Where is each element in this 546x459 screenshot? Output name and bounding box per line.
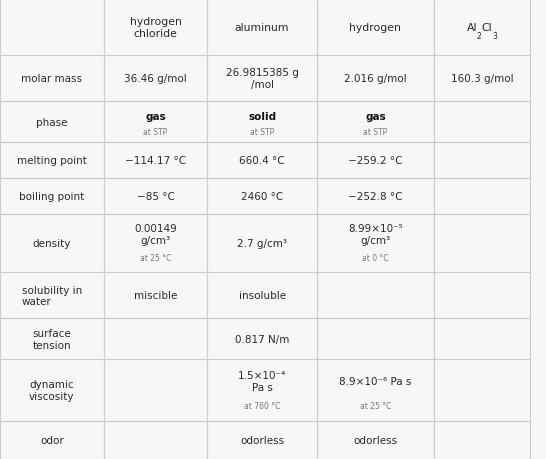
- Bar: [207, 102, 317, 143]
- Text: surface
tension: surface tension: [33, 328, 71, 350]
- Bar: [317, 359, 434, 421]
- Bar: [104, 421, 207, 459]
- Bar: [207, 0, 317, 56]
- Bar: [434, 56, 530, 102]
- Text: hydrogen
chloride: hydrogen chloride: [129, 17, 182, 39]
- Bar: [434, 102, 530, 143]
- Text: odorless: odorless: [353, 435, 397, 445]
- Bar: [104, 359, 207, 421]
- Bar: [0, 319, 104, 359]
- Text: insoluble: insoluble: [239, 291, 286, 301]
- Bar: [104, 0, 207, 56]
- Bar: [0, 273, 104, 319]
- Bar: [207, 319, 317, 359]
- Text: aluminum: aluminum: [235, 23, 289, 33]
- Bar: [317, 273, 434, 319]
- Text: at STP: at STP: [144, 128, 168, 137]
- Text: at 0 °C: at 0 °C: [362, 254, 389, 263]
- Bar: [104, 56, 207, 102]
- Text: 26.9815385 g
/mol: 26.9815385 g /mol: [225, 68, 299, 90]
- Bar: [104, 179, 207, 214]
- Text: Al: Al: [466, 23, 477, 33]
- Bar: [434, 319, 530, 359]
- Text: 8.9×10⁻⁶ Pa s: 8.9×10⁻⁶ Pa s: [339, 376, 412, 386]
- Bar: [317, 143, 434, 179]
- Bar: [317, 56, 434, 102]
- Bar: [317, 0, 434, 56]
- Bar: [207, 143, 317, 179]
- Text: gas: gas: [145, 111, 166, 121]
- Text: boiling point: boiling point: [19, 191, 85, 202]
- Bar: [434, 359, 530, 421]
- Text: dynamic
viscosity: dynamic viscosity: [29, 380, 75, 401]
- Text: −252.8 °C: −252.8 °C: [348, 191, 402, 202]
- Bar: [0, 214, 104, 273]
- Bar: [207, 214, 317, 273]
- Text: −85 °C: −85 °C: [136, 191, 175, 202]
- Bar: [434, 143, 530, 179]
- Bar: [104, 143, 207, 179]
- Text: 2.016 g/mol: 2.016 g/mol: [344, 74, 407, 84]
- Text: at STP: at STP: [250, 128, 274, 137]
- Bar: [434, 0, 530, 56]
- Bar: [434, 179, 530, 214]
- Text: miscible: miscible: [134, 291, 177, 301]
- Text: at 25 °C: at 25 °C: [140, 254, 171, 263]
- Text: at 760 °C: at 760 °C: [244, 401, 280, 410]
- Text: odorless: odorless: [240, 435, 284, 445]
- Bar: [207, 273, 317, 319]
- Bar: [0, 359, 104, 421]
- Text: density: density: [33, 239, 71, 248]
- Text: molar mass: molar mass: [21, 74, 82, 84]
- Text: 2: 2: [477, 32, 482, 41]
- Bar: [434, 421, 530, 459]
- Text: 2.7 g/cm³: 2.7 g/cm³: [237, 239, 287, 248]
- Bar: [317, 102, 434, 143]
- Bar: [0, 56, 104, 102]
- Bar: [207, 421, 317, 459]
- Text: solubility in
water: solubility in water: [22, 285, 82, 307]
- Text: −259.2 °C: −259.2 °C: [348, 156, 402, 166]
- Bar: [317, 319, 434, 359]
- Text: 160.3 g/mol: 160.3 g/mol: [450, 74, 513, 84]
- Text: Cl: Cl: [482, 23, 492, 33]
- Text: 3: 3: [492, 32, 497, 41]
- Bar: [317, 214, 434, 273]
- Text: 36.46 g/mol: 36.46 g/mol: [124, 74, 187, 84]
- Text: at STP: at STP: [363, 128, 388, 137]
- Bar: [104, 214, 207, 273]
- Bar: [207, 359, 317, 421]
- Text: 2460 °C: 2460 °C: [241, 191, 283, 202]
- Bar: [104, 319, 207, 359]
- Text: 0.00149
g/cm³: 0.00149 g/cm³: [134, 224, 177, 246]
- Bar: [0, 0, 104, 56]
- Bar: [104, 102, 207, 143]
- Text: hydrogen: hydrogen: [349, 23, 401, 33]
- Bar: [0, 143, 104, 179]
- Bar: [207, 179, 317, 214]
- Bar: [0, 179, 104, 214]
- Bar: [434, 273, 530, 319]
- Text: melting point: melting point: [17, 156, 87, 166]
- Text: at 25 °C: at 25 °C: [360, 401, 391, 410]
- Text: odor: odor: [40, 435, 64, 445]
- Bar: [0, 421, 104, 459]
- Text: −114.17 °C: −114.17 °C: [125, 156, 186, 166]
- Text: gas: gas: [365, 111, 386, 121]
- Text: 8.99×10⁻⁵
g/cm³: 8.99×10⁻⁵ g/cm³: [348, 224, 403, 246]
- Bar: [317, 421, 434, 459]
- Text: 1.5×10⁻⁴
Pa s: 1.5×10⁻⁴ Pa s: [238, 370, 286, 392]
- Bar: [434, 214, 530, 273]
- Bar: [317, 179, 434, 214]
- Text: solid: solid: [248, 111, 276, 121]
- Bar: [0, 102, 104, 143]
- Text: 660.4 °C: 660.4 °C: [239, 156, 285, 166]
- Text: phase: phase: [36, 118, 68, 128]
- Text: 0.817 N/m: 0.817 N/m: [235, 334, 289, 344]
- Bar: [104, 273, 207, 319]
- Bar: [207, 56, 317, 102]
